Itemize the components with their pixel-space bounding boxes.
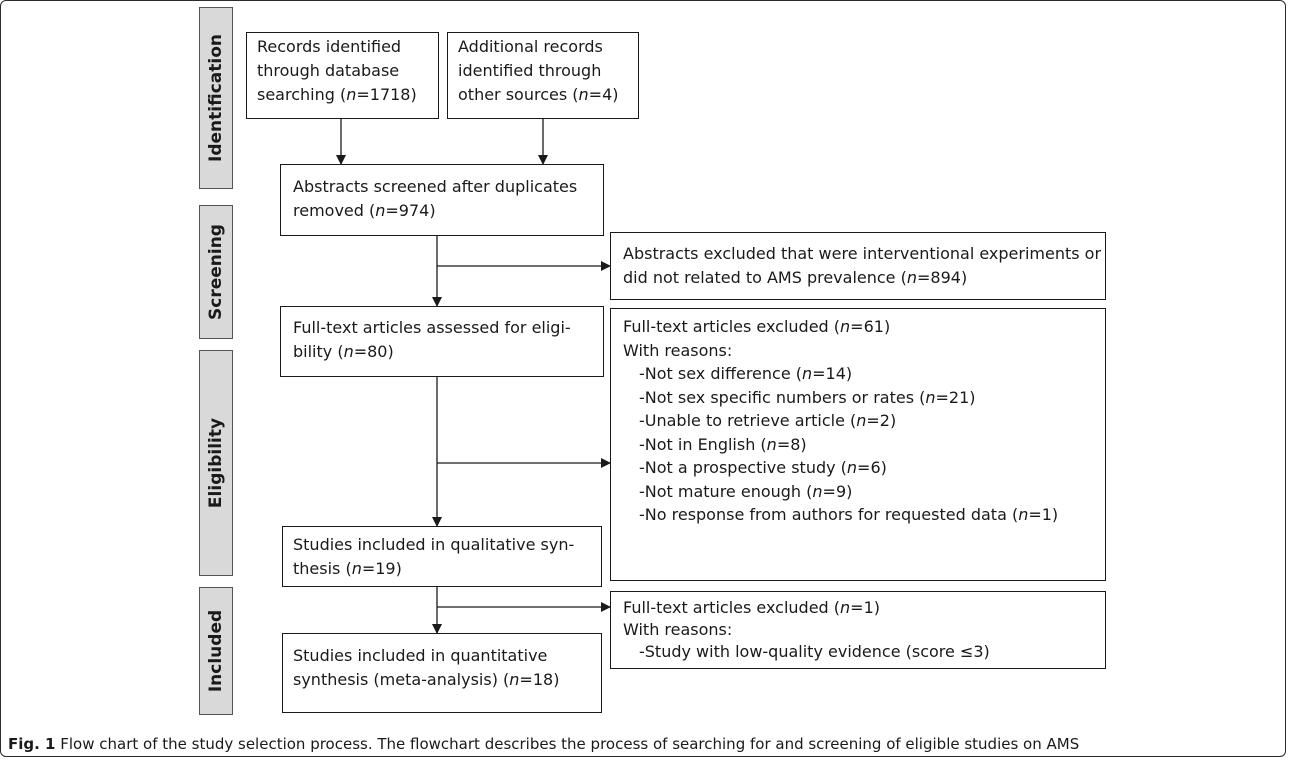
box-qualitative-synthesis: Studies included in qualitative syn- the… <box>282 526 602 587</box>
box-fulltext-assessed: Full-text articles assessed for eligi- b… <box>280 306 604 377</box>
reason-item: -Not sex difference (n=14) <box>639 364 853 383</box>
stage-eligibility: Eligibility <box>199 350 233 576</box>
stage-identification: Identification <box>199 7 233 189</box>
box-abstracts-excluded: Abstracts excluded that were interventio… <box>610 232 1106 300</box>
reason-item: -No response from authors for requested … <box>639 505 1059 524</box>
reason-item: -Not sex specific numbers or rates (n=21… <box>639 387 976 407</box>
reason-item: -Not in English (n=8) <box>639 434 807 454</box>
box-fulltext-excluded: Full-text articles excluded (n=61) With … <box>610 308 1106 581</box>
reason-item: -Not a prospective study (n=6) <box>639 458 887 477</box>
stage-screening: Screening <box>199 205 233 339</box>
box-abstracts-screened: Abstracts screened after duplicates remo… <box>280 164 604 236</box>
caption-text: Flow chart of the study selection proces… <box>55 735 1080 753</box>
stage-included: Included <box>199 587 233 715</box>
caption-label: Fig. 1 <box>8 735 56 753</box>
reason-item: -Unable to retrieve article (n=2) <box>639 411 897 430</box>
box-excluded-low-quality: Full-text articles excluded (n=1) With r… <box>610 591 1106 669</box>
box-database-records: Records identified through database sear… <box>246 32 439 119</box>
reason-item: -Study with low-quality evidence (score … <box>639 642 990 661</box>
figure-caption: Fig. 1 Flow chart of the study selection… <box>8 735 1079 753</box>
box-other-records: Additional records identified through ot… <box>447 32 639 119</box>
box-quantitative-synthesis: Studies included in quantitative synthes… <box>282 633 602 713</box>
reason-item: -Not mature enough (n=9) <box>639 481 853 501</box>
